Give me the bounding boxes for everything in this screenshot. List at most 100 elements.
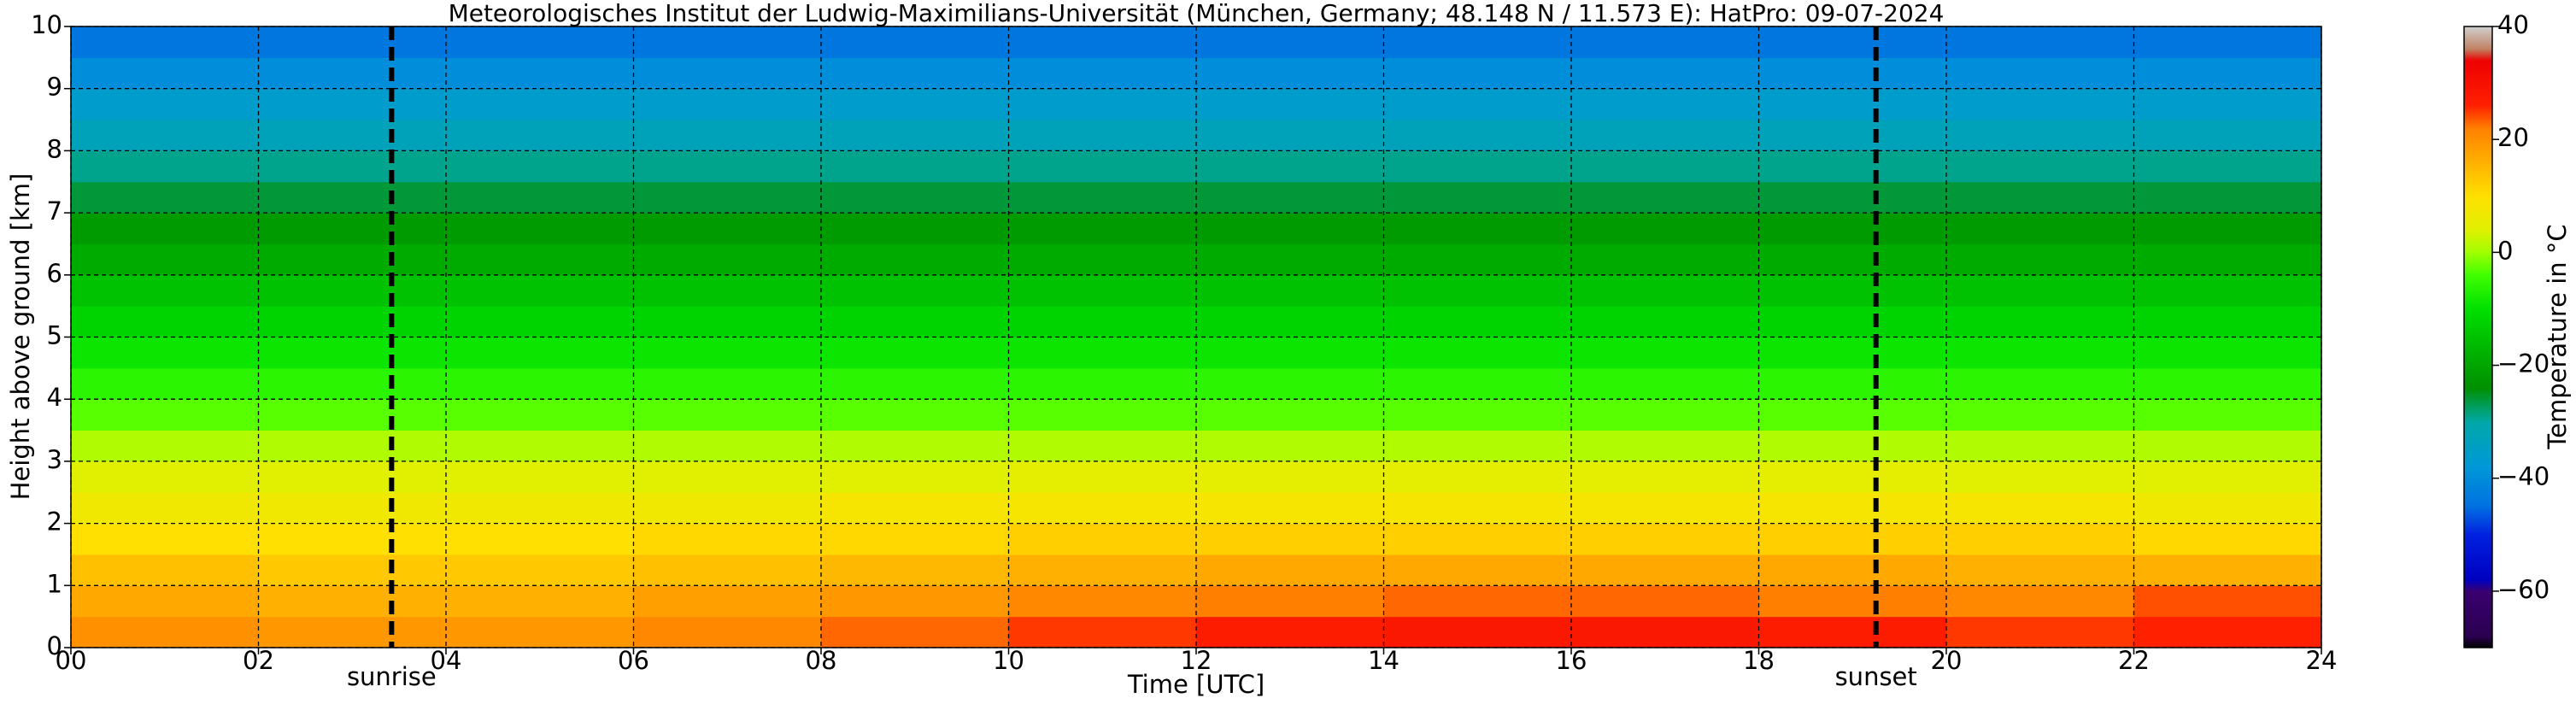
heatmap-cell [1946, 57, 2134, 90]
heatmap-cell [1571, 523, 1759, 555]
heatmap-cell [258, 306, 447, 337]
heatmap-cell [2133, 120, 2322, 151]
heatmap-cell [1571, 57, 1759, 90]
heatmap-cell [258, 367, 447, 400]
colorbar-segment [2464, 308, 2492, 355]
x-tick-label: 24 [2306, 646, 2338, 675]
colorbar-segment [2464, 466, 2492, 507]
heatmap-cell [1196, 337, 1384, 369]
heatmap-cell [1571, 430, 1759, 462]
heatmap-cell [1196, 461, 1384, 493]
heatmap-cell [1571, 399, 1759, 431]
heatmap-cell [446, 213, 634, 244]
heatmap-cell [633, 367, 822, 400]
heatmap-cell [446, 367, 634, 400]
heatmap-cell [446, 274, 634, 307]
heatmap-cell [1196, 306, 1384, 337]
event-label: sunset [1835, 662, 1917, 691]
heatmap-cell [2133, 150, 2322, 183]
heatmap-cell [633, 461, 822, 493]
heatmap-cell [1758, 523, 1947, 555]
colorbar-segment [2464, 161, 2492, 197]
heatmap-cell [1196, 26, 1384, 58]
heatmap-cell [1758, 181, 1947, 214]
heatmap-cell [1571, 120, 1759, 151]
heatmap-cell [1196, 243, 1384, 276]
heatmap-cell [1196, 492, 1384, 525]
heatmap-cell [1946, 26, 2134, 58]
heatmap-cell [2133, 274, 2322, 307]
heatmap-cell [821, 213, 1009, 244]
x-tick-label: 12 [1181, 646, 1212, 675]
heatmap-cell [1758, 399, 1947, 431]
heatmap-cell [1383, 181, 1572, 214]
x-axis-label: Time [UTC] [1127, 670, 1265, 699]
heatmap-cell [1946, 367, 2134, 400]
x-tick-label: 10 [993, 646, 1024, 675]
heatmap-cell [1946, 243, 2134, 276]
heatmap-cell [1008, 181, 1197, 214]
heatmap-cell [1383, 88, 1572, 120]
x-tick-label: 02 [243, 646, 274, 675]
heatmap-cell [821, 26, 1009, 58]
heatmap-cell [71, 399, 259, 431]
heatmap-cell [2133, 554, 2322, 586]
colorbar-tick-label: 40 [2497, 10, 2529, 39]
heatmap-cell [71, 461, 259, 493]
heatmap-cell [1946, 213, 2134, 244]
y-tick-label: 8 [47, 134, 62, 163]
heatmap-cell [1383, 120, 1572, 151]
heatmap-cell [71, 492, 259, 525]
heatmap-cell [821, 57, 1009, 90]
heatmap-cell [258, 120, 447, 151]
heatmap-cell [2133, 337, 2322, 369]
colorbar-tick-label: −40 [2497, 462, 2550, 491]
heatmap-cell [633, 26, 822, 58]
heatmap-cell [1946, 306, 2134, 337]
heatmap-cell [633, 120, 822, 151]
heatmap-cell [1571, 26, 1759, 58]
heatmap-cell [2133, 243, 2322, 276]
heatmap-cell [71, 88, 259, 120]
heatmap-cell [2133, 399, 2322, 431]
heatmap-cell [446, 430, 634, 462]
heatmap-cell [1383, 57, 1572, 90]
x-tick-label: 16 [1556, 646, 1587, 675]
heatmap-cell [821, 430, 1009, 462]
heatmap-cell [71, 243, 259, 276]
heatmap-cell [821, 616, 1009, 648]
heatmap-cell [1383, 337, 1572, 369]
heatmap-cell [446, 57, 634, 90]
heatmap-cell [1571, 306, 1759, 337]
colorbar-segment [2464, 636, 2492, 648]
heatmap-cell [71, 585, 259, 618]
colorbar-segment [2464, 127, 2492, 163]
heatmap-cell [71, 523, 259, 555]
colorbar-segment [2464, 387, 2492, 423]
heatmap-cell [1571, 585, 1759, 618]
colorbar-segment [2464, 506, 2492, 536]
heatmap-cell [821, 150, 1009, 183]
heatmap-cell [1758, 213, 1947, 244]
heatmap-cell [1946, 585, 2134, 618]
heatmap-cell [2133, 213, 2322, 244]
heatmap-cell [258, 461, 447, 493]
heatmap-cell [1758, 492, 1947, 525]
heatmap-cell [633, 523, 822, 555]
heatmap-cell [633, 430, 822, 462]
heatmap-cell [71, 150, 259, 183]
heatmap-cell [1383, 461, 1572, 493]
heatmap-cell [1196, 523, 1384, 555]
heatmap-cell [1758, 88, 1947, 120]
y-tick-label: 4 [47, 383, 62, 412]
heatmap-cell [1571, 150, 1759, 183]
x-tick-label: 14 [1368, 646, 1399, 675]
heatmap-cell [258, 585, 447, 618]
heatmap-cell [1383, 213, 1572, 244]
heatmap-cell [1383, 585, 1572, 618]
heatmap-cell [1008, 554, 1197, 586]
y-tick-label: 5 [47, 321, 62, 350]
heatmap-cell [258, 213, 447, 244]
y-tick-label: 10 [31, 10, 62, 39]
